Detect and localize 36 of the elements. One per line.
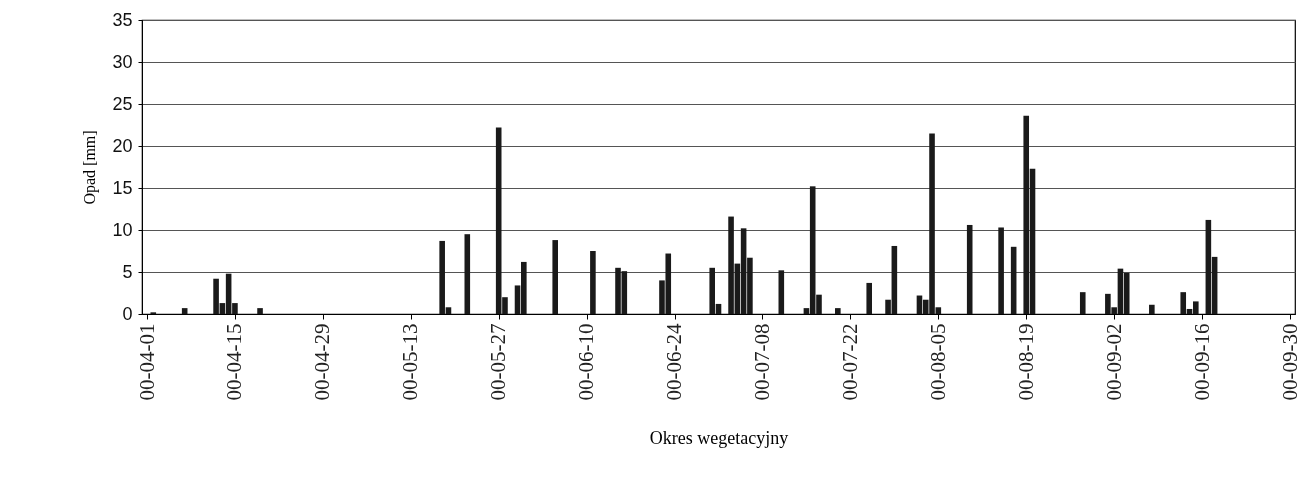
x-tick-label: 00-05-27 <box>486 323 511 401</box>
x-tick-label: 00-04-29 <box>310 323 335 401</box>
bar <box>866 282 873 314</box>
x-tick-label: 00-05-13 <box>398 323 423 401</box>
y-tick-label: 20 <box>112 135 133 156</box>
x-tick-label: 00-04-15 <box>222 323 247 401</box>
x-tick-label: 00-06-10 <box>574 323 599 401</box>
y-tick-label: 30 <box>112 51 133 72</box>
bar <box>181 308 188 314</box>
bar <box>835 308 841 314</box>
x-tick-label: 00-09-02 <box>1101 323 1126 401</box>
bar <box>998 227 1004 314</box>
bar <box>590 251 596 314</box>
x-tick-label: 00-06-24 <box>662 323 687 401</box>
x-tick-label: 00-09-30 <box>1277 323 1302 401</box>
x-tick-label: 00-08-05 <box>925 323 950 401</box>
x-tick-label: 00-07-08 <box>749 323 774 401</box>
x-tick-label: 00-08-19 <box>1013 323 1038 401</box>
y-tick-label: 15 <box>112 177 133 198</box>
bar <box>1149 304 1155 314</box>
x-tick-label: 00-07-22 <box>837 323 862 401</box>
bar <box>778 270 785 314</box>
bar <box>464 234 471 314</box>
bar <box>966 224 973 314</box>
y-tick-label: 10 <box>112 219 133 240</box>
x-tick-label: 00-09-16 <box>1189 323 1214 401</box>
x-axis-title: Okres wegetacyjny <box>649 428 789 449</box>
x-tick-label: 00-04-01 <box>134 323 159 401</box>
bar <box>257 308 263 314</box>
y-tick-label: 35 <box>112 9 133 30</box>
y-axis-title: Opad [mm] <box>81 130 100 205</box>
bar <box>552 240 559 314</box>
bar <box>1079 292 1086 314</box>
y-tick-label: 0 <box>122 303 133 324</box>
y-tick-label: 5 <box>122 261 133 282</box>
y-tick-label: 25 <box>112 93 133 114</box>
